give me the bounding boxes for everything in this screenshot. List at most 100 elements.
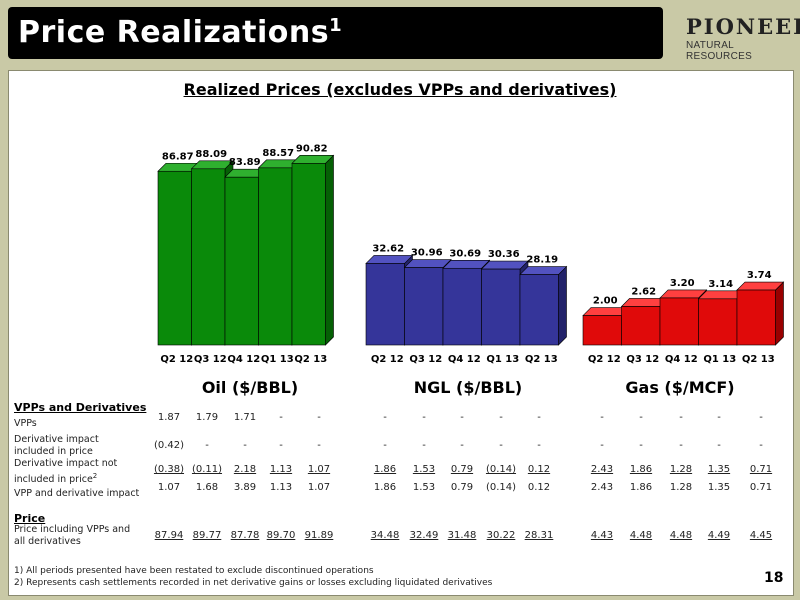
table-cell-value: 4.45 bbox=[749, 530, 773, 541]
table-cell: 30.22 bbox=[482, 530, 520, 541]
page-title-sup: 1 bbox=[329, 15, 343, 36]
gas-value-label-1: 2.62 bbox=[631, 286, 656, 297]
table-cell: 1.53 bbox=[405, 464, 443, 475]
table-cell-value: 0.12 bbox=[527, 482, 551, 493]
table-cell: 0.71 bbox=[742, 482, 780, 493]
table-cell-value: 4.49 bbox=[707, 530, 731, 541]
table-cell-value: - bbox=[600, 412, 604, 423]
table-row-label: Derivative impact not included in price2 bbox=[14, 458, 132, 486]
table-cell-value: - bbox=[383, 412, 387, 423]
table-cell: - bbox=[482, 412, 520, 423]
table-cell: 89.70 bbox=[262, 530, 300, 541]
table-cell: - bbox=[188, 440, 226, 451]
table-cell: - bbox=[405, 412, 443, 423]
table-cell: - bbox=[366, 412, 404, 423]
table-cell-value: - bbox=[205, 440, 209, 451]
table-cell-value: 1.53 bbox=[412, 482, 436, 493]
table-cell: 31.48 bbox=[443, 530, 481, 541]
table-cell: - bbox=[700, 440, 738, 451]
table-cell: 1.79 bbox=[188, 412, 226, 423]
row-label-text: VPPs bbox=[14, 418, 37, 429]
table-cell-value: - bbox=[317, 440, 321, 451]
section-price: Price bbox=[14, 512, 46, 525]
footnote-1: 1) All periods presented have been resta… bbox=[14, 566, 374, 576]
table-cell: - bbox=[520, 440, 558, 451]
logo-line1: PIONEER bbox=[686, 14, 800, 39]
table-cell-value: 1.07 bbox=[307, 482, 331, 493]
table-cell: - bbox=[405, 440, 443, 451]
bar-charts: 86.87 Q2 12 88.09 Q3 12 83.89 Q4 12 88.57 Q1 13… bbox=[157, 143, 785, 365]
table-cell: - bbox=[443, 412, 481, 423]
table-cell: - bbox=[300, 440, 338, 451]
table-cell: 4.49 bbox=[700, 530, 738, 541]
oil-value-label-2: 83.89 bbox=[229, 157, 261, 168]
table-cell: 1.07 bbox=[300, 482, 338, 493]
gas-bar-0 bbox=[582, 315, 622, 346]
table-cell: 91.89 bbox=[300, 530, 338, 541]
table-cell: - bbox=[262, 440, 300, 451]
table-cell: 4.45 bbox=[742, 530, 780, 541]
row-label-sup: 2 bbox=[92, 472, 98, 480]
table-cell: 1.87 bbox=[150, 412, 188, 423]
table-cell-value: - bbox=[600, 440, 604, 451]
ngl-category-label-4: Q2 13 bbox=[525, 354, 558, 365]
table-cell-value: - bbox=[537, 440, 541, 451]
table-cell: 1.28 bbox=[662, 482, 700, 493]
table-cell: 4.43 bbox=[583, 530, 621, 541]
table-cell: (0.11) bbox=[188, 464, 226, 475]
table-cell: - bbox=[742, 440, 780, 451]
table-cell: 28.31 bbox=[520, 530, 558, 541]
table-cell: - bbox=[583, 440, 621, 451]
table-cell-value: 1.28 bbox=[669, 464, 693, 475]
table-cell-value: - bbox=[460, 412, 464, 423]
table-row-label: VPP and derivative impact bbox=[14, 488, 149, 500]
ngl-bar-top-4 bbox=[519, 266, 568, 275]
ngl-value-label-3: 30.36 bbox=[488, 249, 520, 260]
table-cell-value: 1.86 bbox=[629, 464, 653, 475]
table-cell: (0.42) bbox=[150, 440, 188, 451]
title-box: Price Realizations1 bbox=[8, 7, 663, 59]
table-cell-value: (0.42) bbox=[153, 440, 185, 451]
table-cell-value: - bbox=[679, 440, 683, 451]
table-cell-value: - bbox=[639, 412, 643, 423]
table-cell-value: 1.86 bbox=[629, 482, 653, 493]
table-cell: - bbox=[662, 412, 700, 423]
ngl-bar-4 bbox=[519, 274, 559, 346]
header-bar: Price Realizations1 PIONEER NATURAL RESO… bbox=[0, 0, 800, 66]
table-cell-value: 28.31 bbox=[524, 530, 554, 541]
table-cell: - bbox=[583, 412, 621, 423]
table-cell-value: 0.71 bbox=[749, 464, 773, 475]
table-cell: - bbox=[520, 412, 558, 423]
table-cell-value: - bbox=[279, 440, 283, 451]
table-row-label: VPPs bbox=[14, 418, 149, 430]
table-cell-value: 31.48 bbox=[447, 530, 477, 541]
table-cell: (0.38) bbox=[150, 464, 188, 475]
gas-bar-top-4 bbox=[736, 281, 785, 291]
table-cell-value: - bbox=[717, 440, 721, 451]
ngl-bar-top-1 bbox=[403, 259, 452, 268]
table-cell-value: 1.71 bbox=[233, 412, 257, 423]
gas-bar-1 bbox=[621, 306, 661, 346]
ngl-bar-top-0 bbox=[365, 255, 414, 264]
row-label-text: Derivative impact included in price bbox=[14, 434, 99, 457]
table-cell: 1.35 bbox=[700, 482, 738, 493]
page-number: 18 bbox=[764, 570, 784, 586]
gas-value-label-2: 3.20 bbox=[670, 278, 695, 289]
table-cell: 2.43 bbox=[583, 482, 621, 493]
table-cell-value: - bbox=[422, 440, 426, 451]
table-cell: 1.86 bbox=[366, 482, 404, 493]
oil-category-label-0: Q2 12 bbox=[160, 354, 193, 365]
company-logo: PIONEER NATURAL RESOURCES bbox=[676, 14, 800, 62]
gas-category-label-2: Q4 12 bbox=[665, 354, 698, 365]
ngl-category-label-1: Q3 12 bbox=[409, 354, 442, 365]
table-cell: 0.12 bbox=[520, 482, 558, 493]
table-cell: 1.13 bbox=[262, 464, 300, 475]
table-cell: 87.78 bbox=[226, 530, 264, 541]
chart-title: Realized Prices (excludes VPPs and deriv… bbox=[0, 80, 800, 99]
table-cell: - bbox=[300, 412, 338, 423]
table-cell: 1.35 bbox=[700, 464, 738, 475]
table-cell-value: 1.35 bbox=[707, 464, 731, 475]
oil-group-title: Oil ($/BBL) bbox=[201, 378, 299, 397]
table-cell: - bbox=[262, 412, 300, 423]
page-title: Price Realizations1 bbox=[18, 15, 342, 50]
